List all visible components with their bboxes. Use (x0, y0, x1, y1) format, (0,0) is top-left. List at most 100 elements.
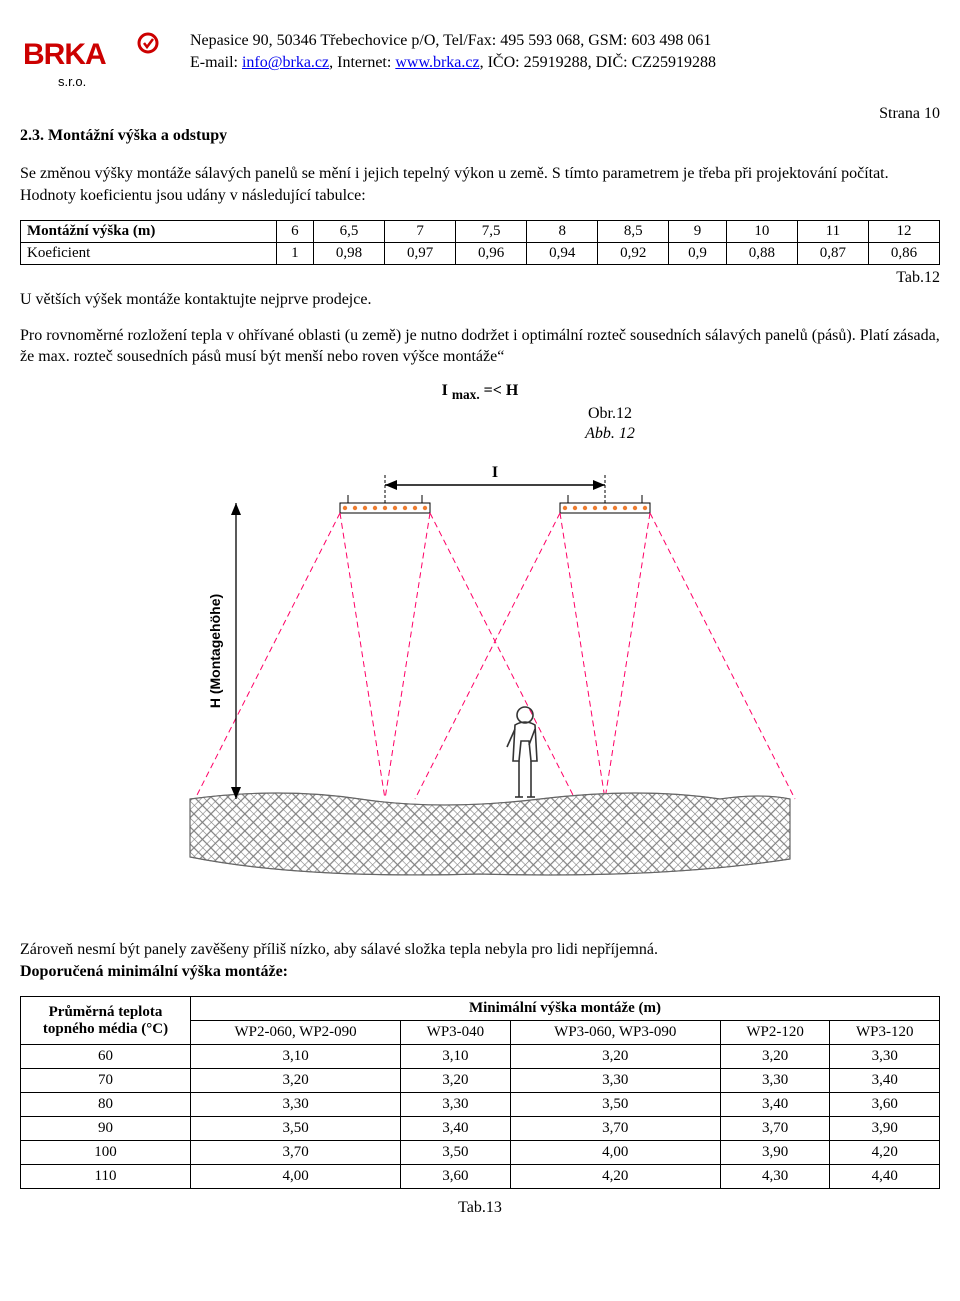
cell: 3,70 (191, 1141, 401, 1165)
header-text: Nepasice 90, 50346 Třebechovice p/O, Tel… (190, 30, 940, 75)
section-heading: 2.3. Montážní výška a odstupy (20, 127, 940, 145)
col-head: WP3-040 (401, 1021, 511, 1045)
cell: 1 (276, 243, 313, 265)
cell: 3,20 (401, 1069, 511, 1093)
row-temp: 110 (21, 1165, 191, 1189)
header-line2: E-mail: info@brka.cz, Internet: www.brka… (190, 52, 940, 74)
cell: 3,10 (401, 1045, 511, 1069)
table-row: 703,203,203,303,303,40 (21, 1069, 940, 1093)
cell: 6 (276, 221, 313, 243)
email-label: E-mail: (190, 54, 242, 71)
cell: 3,50 (191, 1117, 401, 1141)
row-label: Koeficient (21, 243, 277, 265)
cell: 4,40 (830, 1165, 940, 1189)
cell: 0,92 (598, 243, 669, 265)
min-height-table: Průměrná teplota topného média (°C) Mini… (20, 996, 940, 1189)
row-temp: 80 (21, 1093, 191, 1117)
cell: 3,40 (720, 1093, 830, 1117)
cell: 4,20 (830, 1141, 940, 1165)
row-temp: 90 (21, 1117, 191, 1141)
cell: 4,20 (510, 1165, 720, 1189)
cell: 0,94 (527, 243, 598, 265)
table-row: Montážní výška (m) 6 6,5 7 7,5 8 8,5 9 1… (21, 221, 940, 243)
table-row: 803,303,303,503,403,60 (21, 1093, 940, 1117)
svg-text:I: I (492, 464, 498, 481)
cell: 0,98 (313, 243, 384, 265)
cell: 3,30 (401, 1093, 511, 1117)
cell: 4,00 (510, 1141, 720, 1165)
cell: 4,00 (191, 1165, 401, 1189)
table-row: 903,503,403,703,703,90 (21, 1117, 940, 1141)
cell: 3,40 (830, 1069, 940, 1093)
page-number: Strana 10 (20, 105, 940, 123)
header-line1: Nepasice 90, 50346 Třebechovice p/O, Tel… (190, 30, 940, 52)
row-label: Montážní výška (m) (21, 221, 277, 243)
row-temp: 70 (21, 1069, 191, 1093)
table-row: Koeficient 1 0,98 0,97 0,96 0,94 0,92 0,… (21, 243, 940, 265)
table-row: 603,103,103,203,203,30 (21, 1045, 940, 1069)
cell: 8,5 (598, 221, 669, 243)
cell: 3,30 (191, 1093, 401, 1117)
cell: 3,60 (830, 1093, 940, 1117)
table-row: Průměrná teplota topného média (°C) Mini… (21, 997, 940, 1021)
header-ids: , IČO: 25919288, DIČ: CZ25919288 (480, 54, 716, 71)
col-head: WP3-120 (830, 1021, 940, 1045)
cell: 3,20 (191, 1069, 401, 1093)
svg-text:BRKA: BRKA (23, 38, 106, 71)
cell: 0,86 (868, 243, 939, 265)
radiation-diagram-icon: I H (Montagehöhe) (160, 449, 800, 879)
cell: 3,30 (720, 1069, 830, 1093)
cell: 3,30 (830, 1045, 940, 1069)
cell: 12 (868, 221, 939, 243)
cell: 8 (527, 221, 598, 243)
row-temp: 100 (21, 1141, 191, 1165)
table12-label: Tab.12 (20, 269, 940, 287)
cell: 0,88 (726, 243, 797, 265)
paragraph-4: Zároveň nesmí být panely zavěšeny příliš… (20, 939, 940, 982)
brka-logo-icon: BRKA s.r.o. (20, 30, 170, 90)
para4-b: Doporučená minimální výška montáže: (20, 963, 288, 980)
col-head: WP2-060, WP2-090 (191, 1021, 401, 1045)
logo: BRKA s.r.o. (20, 30, 190, 95)
cell: 3,60 (401, 1165, 511, 1189)
cell: 4,30 (720, 1165, 830, 1189)
table13-label: Tab.13 (20, 1199, 940, 1217)
table-row: 1104,003,604,204,304,40 (21, 1165, 940, 1189)
cell: 3,30 (510, 1069, 720, 1093)
formula: I max. =< H (20, 382, 940, 403)
coefficient-table: Montážní výška (m) 6 6,5 7 7,5 8 8,5 9 1… (20, 220, 940, 265)
cell: 3,40 (401, 1117, 511, 1141)
cell: 10 (726, 221, 797, 243)
col-head: WP2-120 (720, 1021, 830, 1045)
cell: 3,70 (720, 1117, 830, 1141)
cell: 0,96 (456, 243, 527, 265)
internet-link[interactable]: www.brka.cz (395, 54, 479, 71)
svg-text:s.r.o.: s.r.o. (58, 74, 86, 89)
cell: 3,70 (510, 1117, 720, 1141)
cell: 3,50 (510, 1093, 720, 1117)
paragraph-3: Pro rovnoměrné rozložení tepla v ohřívan… (20, 325, 940, 368)
cell: 9 (669, 221, 726, 243)
email-link[interactable]: info@brka.cz (242, 54, 329, 71)
table-row: 1003,703,504,003,904,20 (21, 1141, 940, 1165)
cell: 3,90 (720, 1141, 830, 1165)
cell: 0,97 (385, 243, 456, 265)
internet-label: , Internet: (329, 54, 395, 71)
cell: 3,20 (720, 1045, 830, 1069)
figure-label-abb: Abb. 12 (280, 425, 940, 443)
header: BRKA s.r.o. Nepasice 90, 50346 Třebechov… (20, 30, 940, 95)
row-temp: 60 (21, 1045, 191, 1069)
table2-title: Minimální výška montáže (m) (191, 997, 940, 1021)
cell: 0,9 (669, 243, 726, 265)
svg-text:H (Montagehöhe): H (Montagehöhe) (207, 594, 223, 708)
diagram: I H (Montagehöhe) (20, 449, 940, 879)
para4-a: Zároveň nesmí být panely zavěšeny příliš… (20, 941, 658, 958)
cell: 7,5 (456, 221, 527, 243)
cell: 11 (797, 221, 868, 243)
cell: 3,20 (510, 1045, 720, 1069)
rowhead-label: Průměrná teplota topného média (°C) (21, 997, 191, 1045)
figure-label-obr: Obr.12 (280, 405, 940, 423)
cell: 7 (385, 221, 456, 243)
cell: 0,87 (797, 243, 868, 265)
col-head: WP3-060, WP3-090 (510, 1021, 720, 1045)
